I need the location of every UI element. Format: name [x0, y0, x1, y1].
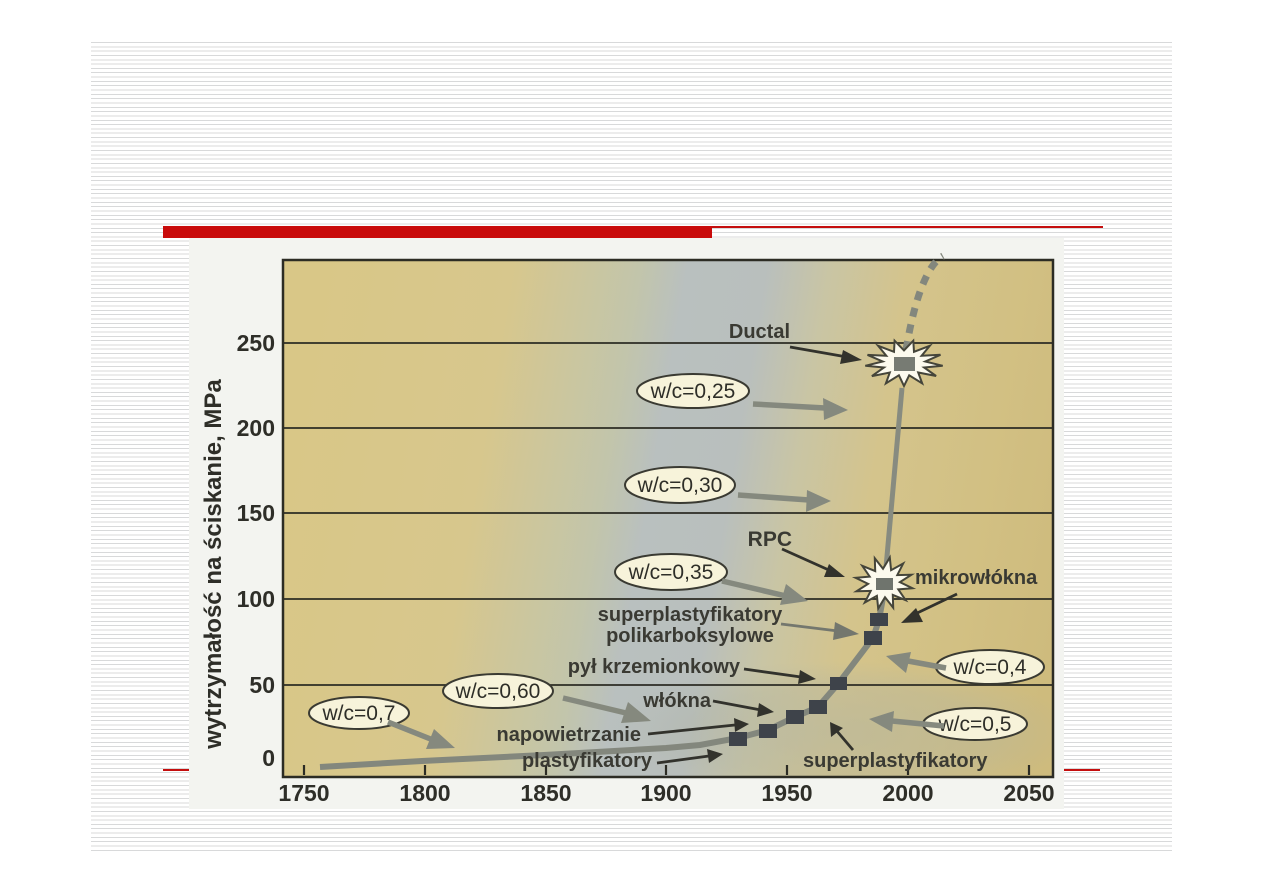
svg-text:1900: 1900	[640, 780, 691, 806]
svg-text:250: 250	[237, 330, 275, 356]
svg-text:100: 100	[237, 586, 275, 612]
svg-text:włókna: włókna	[642, 690, 712, 712]
svg-text:w/c=0,30: w/c=0,30	[637, 474, 723, 497]
svg-text:superplastyfikatory: superplastyfikatory	[598, 604, 783, 626]
svg-text:Ductal: Ductal	[729, 321, 790, 343]
svg-text:w/c=0,5: w/c=0,5	[938, 713, 1012, 736]
svg-text:2050: 2050	[1003, 780, 1054, 806]
svg-text:w/c=0,7: w/c=0,7	[322, 702, 396, 725]
svg-text:1850: 1850	[520, 780, 571, 806]
svg-text:pył krzemionkowy: pył krzemionkowy	[568, 656, 741, 678]
svg-text:mikrowłókna: mikrowłókna	[915, 567, 1038, 589]
svg-text:1950: 1950	[761, 780, 812, 806]
svg-text:plastyfikatory: plastyfikatory	[522, 750, 653, 772]
svg-text:1750: 1750	[278, 780, 329, 806]
svg-text:RPC: RPC	[748, 528, 792, 551]
svg-text:w/c=0,60: w/c=0,60	[455, 680, 541, 703]
svg-text:2000: 2000	[882, 780, 933, 806]
svg-text:wytrzymałość na ściskanie, MPa: wytrzymałość na ściskanie, MPa	[200, 379, 227, 750]
svg-text:w/c=0,4: w/c=0,4	[953, 656, 1027, 679]
svg-text:0: 0	[262, 745, 275, 771]
svg-text:polikarboksylowe: polikarboksylowe	[606, 625, 774, 647]
svg-text:150: 150	[237, 500, 275, 526]
svg-text:50: 50	[249, 672, 275, 698]
svg-text:superplastyfikatory: superplastyfikatory	[803, 750, 988, 772]
svg-text:1800: 1800	[399, 780, 450, 806]
svg-text:w/c=0,25: w/c=0,25	[650, 380, 736, 403]
svg-text:w/c=0,35: w/c=0,35	[628, 561, 714, 584]
svg-text:200: 200	[237, 415, 275, 441]
svg-text:napowietrzanie: napowietrzanie	[497, 724, 641, 746]
